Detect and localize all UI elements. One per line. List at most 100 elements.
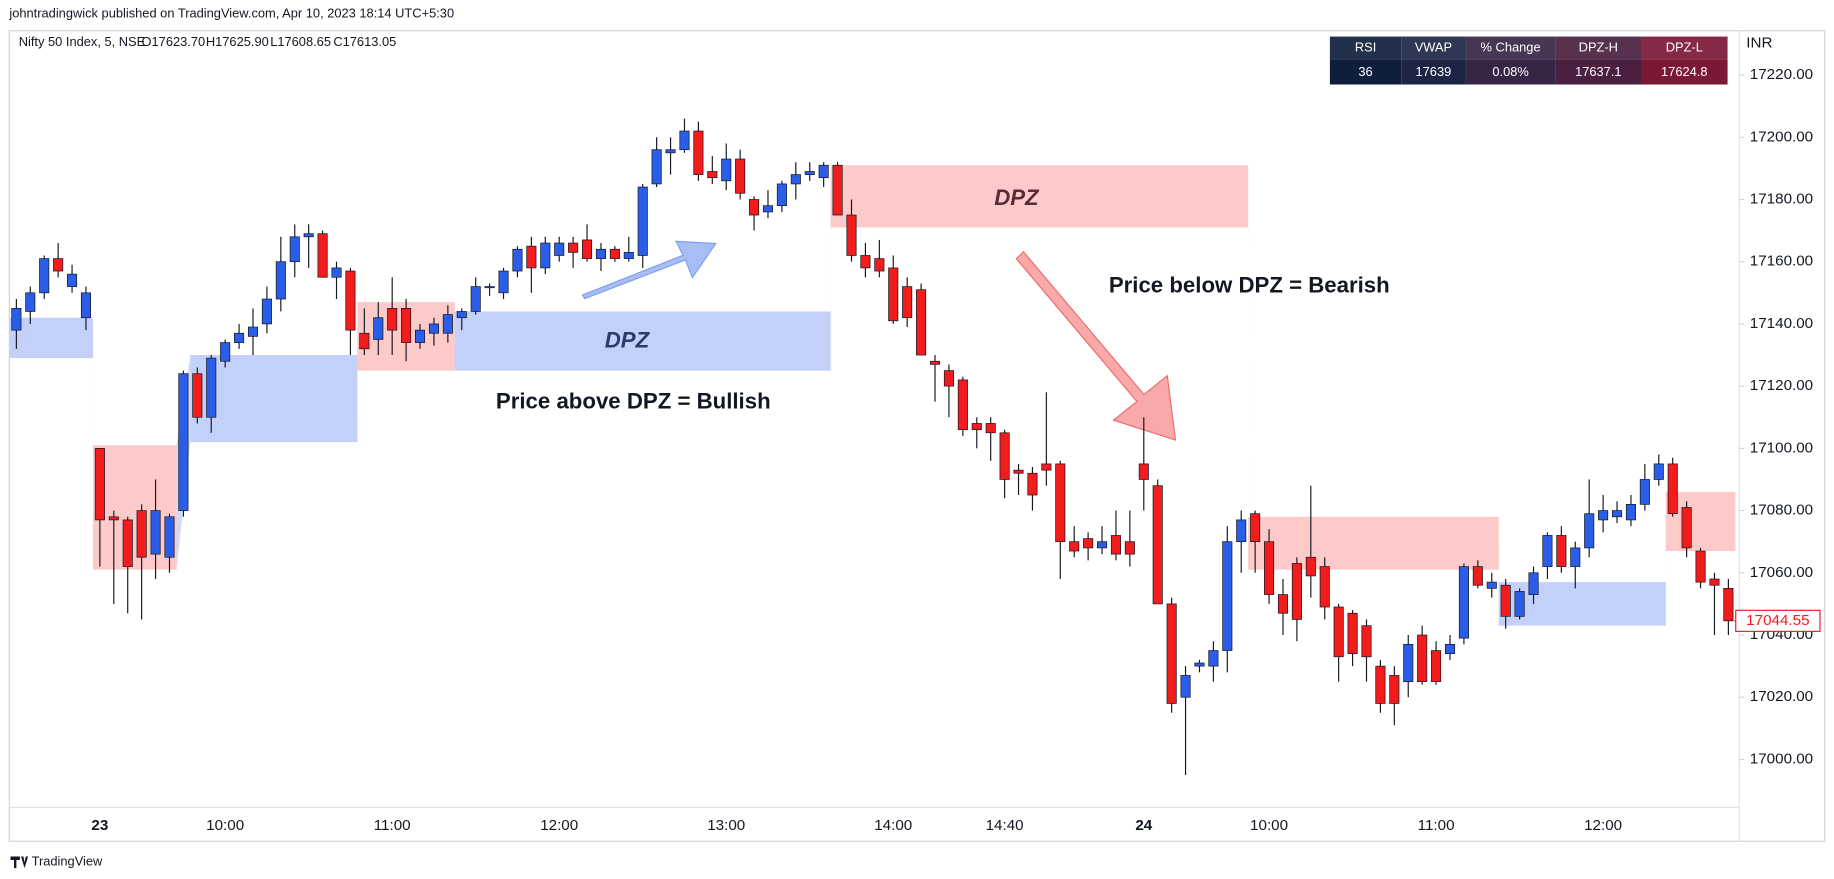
table-cell bbox=[1641, 59, 1728, 85]
y-tick-label: 17140.00 bbox=[1750, 315, 1813, 332]
candle-body bbox=[94, 448, 105, 521]
candle-body bbox=[136, 510, 147, 558]
candle-body bbox=[428, 323, 439, 334]
last-price-label: 17044.55 bbox=[1746, 612, 1809, 629]
frame bbox=[8, 30, 1826, 842]
candle-body bbox=[1152, 485, 1163, 605]
zone bbox=[1498, 582, 1666, 626]
candle-body bbox=[1083, 538, 1094, 549]
candle-body bbox=[1528, 572, 1539, 595]
candle-body bbox=[707, 171, 718, 179]
candle-body bbox=[67, 273, 78, 287]
candle-body bbox=[595, 248, 606, 259]
candle-body bbox=[108, 516, 119, 521]
candle-body bbox=[1612, 510, 1623, 518]
candle-body bbox=[526, 245, 537, 269]
zone-label: DPZ bbox=[605, 328, 651, 353]
candle-body bbox=[1333, 606, 1344, 658]
candle-body bbox=[1695, 550, 1706, 583]
candle-body bbox=[261, 298, 272, 325]
candle-body bbox=[1361, 625, 1372, 658]
candle-body bbox=[665, 149, 676, 154]
candle-body bbox=[554, 242, 565, 256]
candle-body bbox=[289, 236, 300, 263]
candle-body bbox=[1681, 507, 1692, 549]
y-tick-label: 17100.00 bbox=[1750, 439, 1813, 456]
candle-body bbox=[1347, 612, 1358, 655]
table-cell bbox=[1401, 59, 1466, 85]
candle-body bbox=[303, 233, 314, 238]
zone bbox=[9, 317, 93, 359]
footer-text: TradingView bbox=[32, 854, 103, 869]
candle-body bbox=[234, 332, 245, 343]
candle-body bbox=[1570, 547, 1581, 567]
table-header-cell bbox=[1641, 36, 1728, 60]
table-cell bbox=[1329, 59, 1402, 85]
y-tick-label: 17160.00 bbox=[1750, 253, 1813, 270]
candle-body bbox=[846, 214, 857, 256]
candle-body bbox=[1389, 675, 1400, 704]
y-tick-label: 17060.00 bbox=[1750, 564, 1813, 581]
y-tick-label: 17020.00 bbox=[1750, 688, 1813, 705]
y-tick-label: 17120.00 bbox=[1750, 377, 1813, 394]
candle-body bbox=[1138, 463, 1149, 480]
annotation: Price below DPZ = Bearish bbox=[1109, 273, 1390, 298]
candle-body bbox=[1208, 650, 1219, 667]
ohlc-low: L17608.65 bbox=[270, 34, 331, 49]
candle-body bbox=[888, 267, 899, 322]
candle-body bbox=[122, 519, 133, 567]
x-tick-label: 10:00 bbox=[1250, 817, 1288, 834]
table-value: 0.08% bbox=[1492, 64, 1528, 79]
candle-body bbox=[1375, 665, 1386, 704]
candle-body bbox=[1458, 566, 1469, 639]
candle-body bbox=[776, 183, 787, 207]
x-tick-label: 24 bbox=[1135, 817, 1152, 834]
candle-body bbox=[749, 199, 760, 216]
candle-body bbox=[1222, 541, 1233, 651]
candle-body bbox=[53, 258, 64, 272]
zone bbox=[92, 445, 177, 570]
candle-body bbox=[220, 342, 231, 362]
candle-body bbox=[971, 423, 982, 431]
candle-body bbox=[762, 205, 774, 213]
candle-body bbox=[1124, 541, 1135, 555]
candle-body bbox=[929, 360, 941, 365]
candle-body bbox=[1653, 463, 1664, 480]
candle-body bbox=[651, 149, 662, 185]
bearish-arrow bbox=[1015, 250, 1177, 441]
y-tick-label: 17220.00 bbox=[1750, 66, 1813, 83]
candle-body bbox=[512, 248, 523, 272]
x-tick-label: 11:00 bbox=[1418, 817, 1455, 834]
table-header-cell bbox=[1465, 36, 1556, 60]
candle-body bbox=[1514, 591, 1525, 617]
candle-body bbox=[442, 314, 453, 334]
candle-body bbox=[1166, 603, 1177, 704]
candle-body bbox=[721, 158, 732, 182]
last-price-box bbox=[1735, 609, 1821, 632]
candle-body bbox=[1319, 566, 1330, 608]
table-header: RSI bbox=[1355, 40, 1376, 55]
candle-body bbox=[540, 242, 551, 269]
candle-body bbox=[1556, 535, 1567, 567]
candle-body bbox=[1264, 541, 1275, 595]
zone bbox=[1248, 516, 1499, 570]
candle-body bbox=[623, 252, 634, 259]
x-tick-label: 23 bbox=[91, 817, 108, 834]
candle-body bbox=[1236, 519, 1247, 543]
candle-body bbox=[1598, 510, 1609, 521]
y-tick-label: 17000.00 bbox=[1750, 750, 1813, 767]
candle-body bbox=[164, 516, 175, 558]
candle-body bbox=[206, 357, 217, 418]
candle-body bbox=[916, 289, 927, 356]
ohlc-high: H17625.90 bbox=[206, 34, 269, 49]
candle-body bbox=[1417, 634, 1428, 683]
candle-body bbox=[693, 130, 704, 175]
footer-logo: TradingView bbox=[10, 854, 103, 869]
candle-body bbox=[401, 308, 412, 343]
candle-body bbox=[1041, 463, 1052, 471]
candle-body bbox=[1625, 503, 1636, 521]
candle-body bbox=[999, 432, 1010, 480]
candle-body bbox=[470, 286, 481, 312]
candle-body bbox=[387, 308, 398, 331]
